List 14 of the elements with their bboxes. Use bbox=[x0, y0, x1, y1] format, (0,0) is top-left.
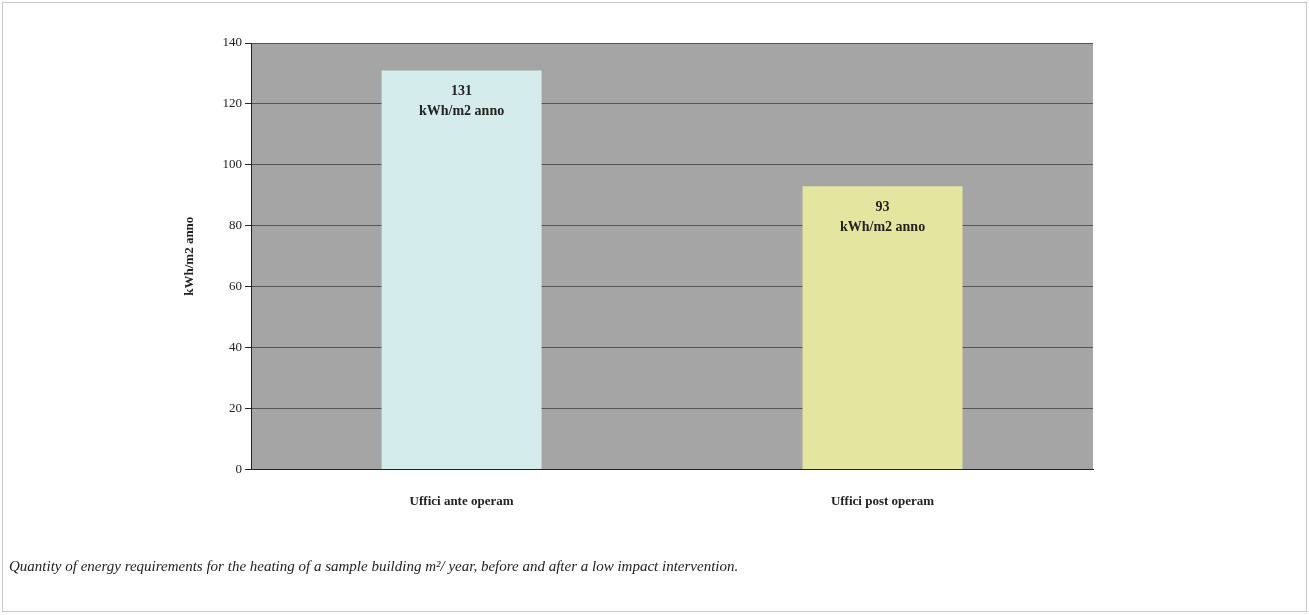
y-tick-label: 0 bbox=[235, 460, 243, 476]
y-tick-label: 120 bbox=[222, 95, 243, 111]
x-tick-label: Uffici ante operam bbox=[409, 492, 514, 508]
y-tick-label: 140 bbox=[222, 34, 243, 50]
y-tick-label: 40 bbox=[229, 338, 243, 354]
y-axis-title: kWh/m2 anno bbox=[181, 216, 197, 296]
y-tick-label: 100 bbox=[222, 156, 243, 172]
y-tick-label: 60 bbox=[229, 278, 243, 294]
x-tick-label: Uffici post operam bbox=[830, 492, 935, 508]
text: Quantity of energy requirements for the heating of a sample building m²/ year, before and after a low impact intervention. bbox=[9, 558, 739, 575]
data-label: 93 kWh/m2 anno bbox=[839, 198, 926, 234]
data-label: 131 kWh/m2 anno bbox=[418, 83, 505, 119]
y-tick-label: 20 bbox=[229, 399, 243, 415]
y-tick-label: 80 bbox=[229, 217, 243, 233]
